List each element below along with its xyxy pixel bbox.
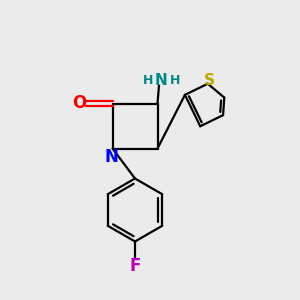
Text: O: O [72, 94, 86, 112]
Text: F: F [129, 257, 141, 275]
Text: H: H [142, 74, 153, 87]
Text: N: N [105, 148, 119, 166]
Text: N: N [155, 73, 168, 88]
Text: H: H [169, 74, 180, 87]
Text: S: S [204, 73, 215, 88]
